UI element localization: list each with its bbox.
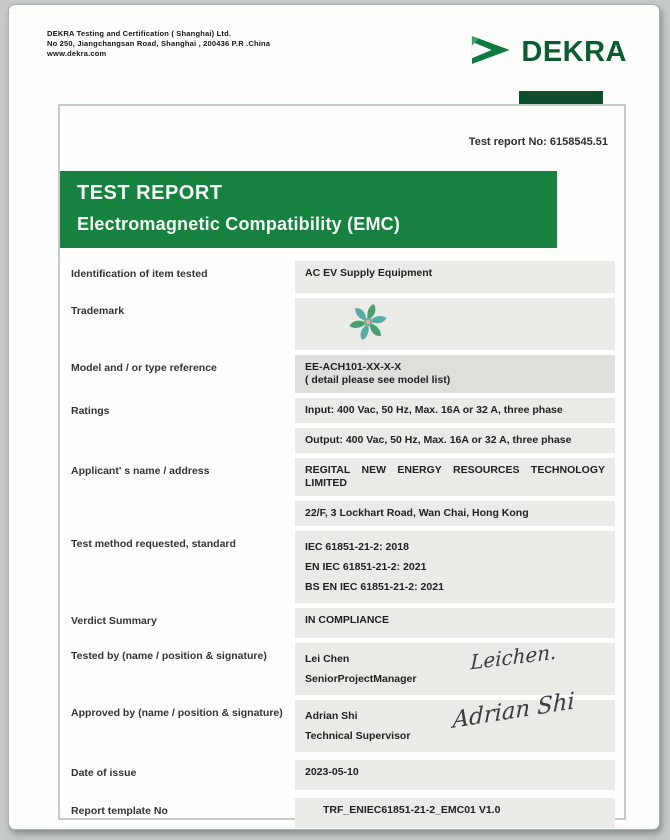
row-approved-by: Approved by (name / position & signature… <box>69 688 615 752</box>
tester-name: Lei Chen <box>305 653 350 665</box>
row-verdict: Verdict Summary IN COMPLIANCE <box>69 608 615 638</box>
row-label: Verdict Summary <box>71 615 157 627</box>
standard-3: BS EN IEC 61851-21-2: 2021 <box>305 581 444 593</box>
scanned-report-page: DEKRA Testing and Certification ( Shangh… <box>8 4 660 830</box>
corner-green-mark <box>519 91 603 104</box>
row-applicant: Applicant' s name / address REGITAL NEW … <box>69 458 615 526</box>
verdict-value: IN COMPLIANCE <box>295 608 615 638</box>
model-code: EE-ACH101-XX-X-X <box>305 361 402 373</box>
row-label: Trademark <box>71 305 125 317</box>
applicant-name: REGITAL NEW ENERGY RESOURCES TECHNOLOGY … <box>295 458 615 496</box>
row-label: Identification of item tested <box>71 268 208 280</box>
row-identification: Identification of item tested AC EV Supp… <box>69 261 615 293</box>
report-title: TEST REPORT <box>77 182 223 204</box>
dekra-logo: DEKRA <box>467 29 627 76</box>
approver-name: Adrian Shi <box>305 710 358 722</box>
summary-table: Identification of item tested AC EV Supp… <box>69 261 615 828</box>
standard-1: IEC 61851-21-2: 2018 <box>305 541 409 553</box>
row-ratings: Ratings Input: 400 Vac, 50 Hz, Max. 16A … <box>69 398 615 453</box>
report-frame: Test report No: 6158545.51 TEST REPORT E… <box>58 91 626 828</box>
dekra-wordmark: DEKRA <box>521 36 627 68</box>
applicant-address: 22/F, 3 Lockhart Road, Wan Chai, Hong Ko… <box>295 501 615 526</box>
row-tested-by: Tested by (name / position & signature) … <box>69 640 615 695</box>
row-value <box>295 298 615 350</box>
row-value: IEC 61851-21-2: 2018 EN IEC 61851-21-2: … <box>295 531 615 603</box>
row-label: Test method requested, standard <box>71 538 236 550</box>
row-test-method: Test method requested, standard IEC 6185… <box>69 531 615 603</box>
row-value: Lei Chen SeniorProjectManager <box>295 643 615 695</box>
title-banner: TEST REPORT Electromagnetic Compatibilit… <box>60 171 557 248</box>
row-model: Model and / or type reference EE-ACH101-… <box>69 355 615 393</box>
standard-2: EN IEC 61851-21-2: 2021 <box>305 561 427 573</box>
tester-position: SeniorProjectManager <box>305 673 417 685</box>
row-value: AC EV Supply Equipment <box>295 261 615 293</box>
row-template-no: Report template No TRF_ENIEC61851-21-2_E… <box>69 798 615 828</box>
template-value: TRF_ENIEC61851-21-2_EMC01 V1.0 <box>295 798 615 828</box>
date-value: 2023-05-10 <box>295 760 615 790</box>
row-label: Ratings <box>71 405 110 417</box>
letterhead-address: No 250, Jiangchangsan Road, Shanghai , 2… <box>47 39 271 48</box>
row-value: Adrian Shi Technical Supervisor <box>295 700 615 752</box>
row-label: Report template No <box>71 805 168 817</box>
row-label: Approved by (name / position & signature… <box>71 707 283 719</box>
row-label: Tested by (name / position & signature) <box>71 650 267 662</box>
approver-position: Technical Supervisor <box>305 730 411 742</box>
report-number: Test report No: 6158545.51 <box>468 136 608 148</box>
row-date-of-issue: Date of issue 2023-05-10 <box>69 760 615 790</box>
row-value: EE-ACH101-XX-X-X ( detail please see mod… <box>295 355 615 393</box>
trademark-swirl-icon <box>349 303 387 345</box>
letterhead: DEKRA Testing and Certification ( Shangh… <box>47 29 270 59</box>
letterhead-company: DEKRA Testing and Certification ( Shangh… <box>47 29 232 38</box>
model-note: ( detail please see model list) <box>305 374 451 386</box>
ratings-output: Output: 400 Vac, 50 Hz, Max. 16A or 32 A… <box>295 428 615 453</box>
row-label: Model and / or type reference <box>71 362 217 374</box>
row-trademark: Trademark <box>69 298 615 350</box>
letterhead-website: www.dekra.com <box>47 49 107 58</box>
row-label: Applicant' s name / address <box>71 465 210 477</box>
ratings-input: Input: 400 Vac, 50 Hz, Max. 16A or 32 A,… <box>295 398 615 423</box>
dekra-arrow-icon <box>467 29 513 76</box>
row-label: Date of issue <box>71 767 137 779</box>
report-subtitle: Electromagnetic Compatibility (EMC) <box>77 214 401 234</box>
